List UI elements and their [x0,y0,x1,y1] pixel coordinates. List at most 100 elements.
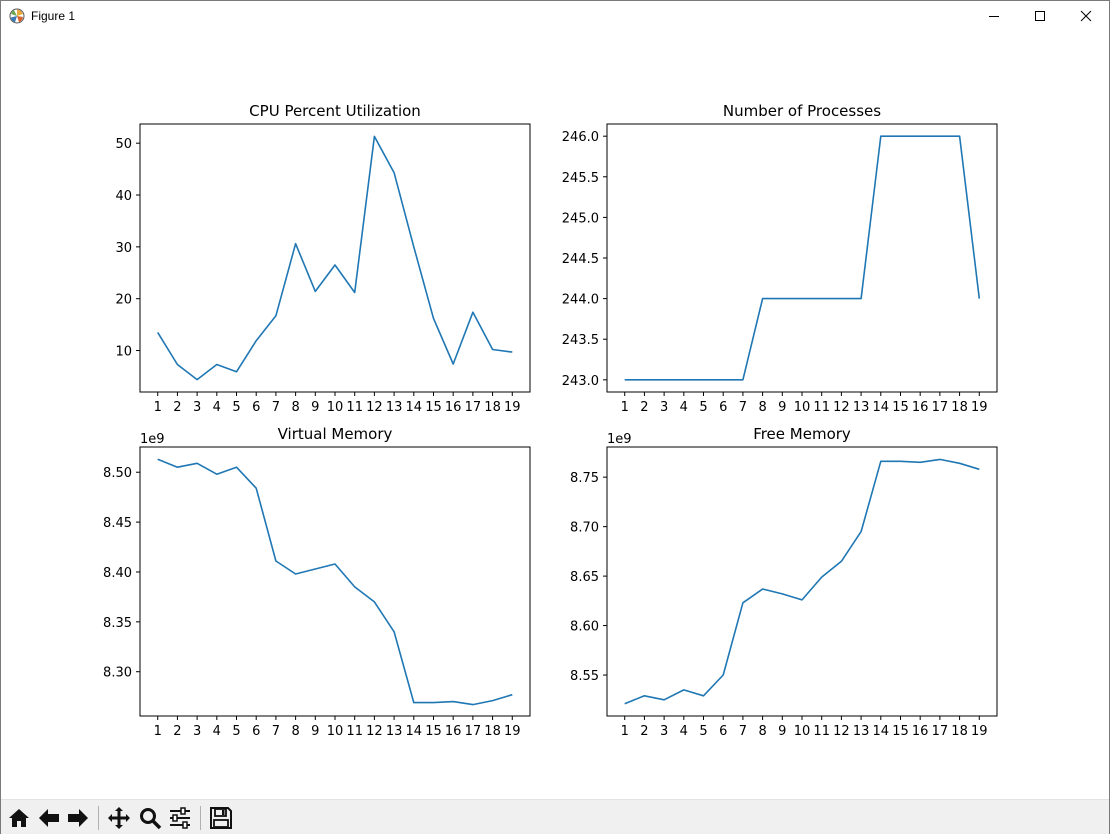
x-tick-label: 6 [719,400,727,415]
x-tick-label: 3 [660,400,668,415]
axes-frame [139,123,531,393]
x-tick-label: 9 [311,724,319,739]
x-tick-label: 5 [232,724,240,739]
data-point [511,694,513,696]
y-tick-label: 50 [115,137,132,152]
x-tick-label: 7 [739,724,747,739]
x-tick-label: 18 [484,400,501,415]
x-tick-label: 16 [445,400,462,415]
data-point [801,298,803,300]
data-point [413,246,415,248]
series-line [157,458,513,706]
data-point [703,695,705,697]
data-point [899,135,901,137]
x-tick-label: 4 [680,724,688,739]
data-point [373,135,375,137]
x-tick-label: 3 [660,724,668,739]
x-tick-label: 8 [291,400,299,415]
x-tick-label: 13 [386,724,403,739]
pan-button[interactable] [105,804,133,832]
toolbar-separator [98,806,99,830]
zoom-button[interactable] [136,804,164,832]
y-tick-label: 8.65 [570,570,599,585]
data-point [722,379,724,381]
axes-frame [139,446,531,717]
x-tick-label: 9 [311,400,319,415]
title-bar[interactable]: Figure 1 [1,1,1109,31]
zoom-icon [140,808,162,830]
data-point [762,298,764,300]
data-point [452,363,454,365]
x-tick-label: 14 [873,724,890,739]
close-icon [1080,10,1092,22]
x-tick-label: 17 [465,400,482,415]
x-tick-label: 11 [813,400,830,415]
x-tick-label: 5 [232,400,240,415]
x-tick-label: 19 [971,724,988,739]
data-point [840,298,842,300]
back-button[interactable] [35,804,63,832]
x-tick-label: 1 [154,724,162,739]
x-tick-label: 6 [252,400,260,415]
data-point [762,588,764,590]
x-tick-label: 8 [758,400,766,415]
data-point [295,573,297,575]
x-tick-label: 7 [272,400,280,415]
axis-offset-label: 1e9 [140,432,165,447]
data-point [255,340,257,342]
maximize-button[interactable] [1017,1,1063,31]
minimize-button[interactable] [971,1,1017,31]
data-point [196,462,198,464]
forward-button[interactable] [64,804,92,832]
x-tick-label: 2 [640,724,648,739]
x-tick-label: 7 [739,400,747,415]
y-tick-label: 40 [115,189,132,204]
y-tick-label: 8.75 [570,471,599,486]
x-tick-label: 11 [813,724,830,739]
x-tick-label: 19 [504,400,521,415]
data-point [492,700,494,702]
data-point [663,699,665,701]
data-point [899,460,901,462]
y-tick-label: 8.35 [103,616,132,631]
x-tick-label: 17 [932,400,949,415]
data-point [472,311,474,313]
chart-title: Number of Processes [723,102,881,120]
data-point [663,379,665,381]
home-button[interactable] [5,804,33,832]
x-tick-label: 18 [484,724,501,739]
data-point [511,351,513,353]
data-point [860,298,862,300]
x-tick-label: 14 [406,400,423,415]
data-point [373,601,375,603]
data-point [275,560,277,562]
figure-canvas[interactable]: CPU Percent Utilization 1 2 3 4 5 6 7 8 9 10 11 12 13… [1,31,1109,799]
toolbar-separator [200,806,201,830]
x-tick-label: 14 [873,400,890,415]
x-tick-label: 15 [425,400,442,415]
y-tick-label: 246.0 [562,130,599,145]
x-tick-label: 12 [833,400,850,415]
save-button[interactable] [207,804,235,832]
configure-subplots-button[interactable] [166,804,194,832]
data-point [821,298,823,300]
data-point [722,674,724,676]
x-tick-label: 4 [213,400,221,415]
x-tick-label: 5 [699,400,707,415]
series-line [624,135,981,381]
series-line [157,135,513,381]
x-tick-label: 8 [291,724,299,739]
x-tick-label: 14 [406,724,423,739]
home-icon [9,809,29,827]
close-button[interactable] [1063,1,1109,31]
window-title: Figure 1 [31,9,76,23]
data-point [683,689,685,691]
x-tick-label: 16 [445,724,462,739]
x-tick-label: 17 [932,724,949,739]
data-point [472,704,474,706]
x-tick-label: 4 [213,724,221,739]
back-arrow-icon [39,809,59,827]
maximize-icon [1035,11,1045,21]
data-point [196,379,198,381]
axis-offset-label: 1e9 [607,432,632,447]
